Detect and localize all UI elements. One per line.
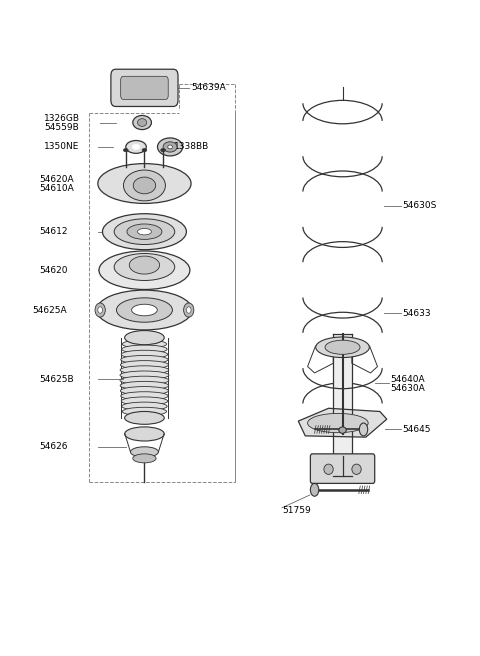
Ellipse shape (133, 115, 151, 130)
Text: 54639A: 54639A (191, 83, 226, 92)
Ellipse shape (122, 340, 167, 348)
Ellipse shape (137, 228, 151, 235)
Text: 54625B: 54625B (39, 375, 74, 384)
Ellipse shape (339, 427, 346, 434)
Ellipse shape (186, 307, 191, 313)
Bar (333, 335, 352, 476)
Ellipse shape (126, 140, 146, 154)
Ellipse shape (121, 397, 168, 405)
Ellipse shape (121, 350, 168, 359)
Ellipse shape (125, 427, 164, 441)
Text: 54640A: 54640A (391, 375, 425, 384)
Ellipse shape (122, 407, 167, 416)
Ellipse shape (125, 331, 164, 344)
Ellipse shape (120, 371, 169, 379)
Ellipse shape (96, 290, 192, 330)
Ellipse shape (125, 411, 164, 424)
Ellipse shape (132, 144, 140, 150)
Text: 54620A: 54620A (39, 174, 74, 184)
Ellipse shape (114, 253, 175, 281)
Text: 1326GB: 1326GB (44, 114, 80, 123)
Ellipse shape (352, 464, 361, 474)
Ellipse shape (123, 170, 166, 201)
Ellipse shape (123, 148, 128, 152)
FancyBboxPatch shape (111, 70, 178, 106)
Text: 1350NE: 1350NE (44, 142, 80, 152)
Ellipse shape (122, 402, 167, 411)
Ellipse shape (308, 413, 368, 433)
Text: 51759: 51759 (282, 506, 311, 515)
Text: 54626: 54626 (39, 442, 68, 451)
Ellipse shape (161, 148, 166, 152)
Text: 54630S: 54630S (402, 201, 437, 211)
Ellipse shape (99, 251, 190, 289)
Text: 54559B: 54559B (44, 123, 79, 132)
Ellipse shape (325, 340, 360, 354)
Ellipse shape (117, 298, 172, 322)
Ellipse shape (316, 337, 369, 358)
Ellipse shape (157, 138, 183, 156)
Ellipse shape (122, 345, 167, 354)
Ellipse shape (114, 219, 175, 245)
Ellipse shape (324, 464, 333, 474)
Ellipse shape (95, 303, 105, 317)
Ellipse shape (120, 376, 169, 384)
Text: 54625A: 54625A (33, 306, 67, 314)
Ellipse shape (142, 148, 147, 152)
Ellipse shape (121, 356, 168, 364)
Ellipse shape (163, 142, 177, 152)
Ellipse shape (120, 386, 168, 395)
Ellipse shape (121, 392, 168, 400)
Text: 54630A: 54630A (391, 384, 425, 393)
Ellipse shape (120, 366, 169, 374)
Ellipse shape (129, 256, 159, 274)
FancyBboxPatch shape (120, 76, 168, 100)
Ellipse shape (98, 163, 191, 203)
Text: 54612: 54612 (39, 227, 68, 236)
Ellipse shape (131, 447, 158, 457)
Ellipse shape (184, 303, 194, 317)
Text: 54620: 54620 (39, 266, 68, 275)
FancyBboxPatch shape (311, 454, 375, 483)
Ellipse shape (103, 214, 186, 250)
Ellipse shape (120, 381, 169, 390)
Ellipse shape (137, 119, 147, 127)
Text: 1338BB: 1338BB (174, 142, 209, 152)
Ellipse shape (132, 304, 157, 316)
Text: 54610A: 54610A (39, 184, 74, 192)
Text: 54633: 54633 (402, 309, 431, 318)
Polygon shape (298, 408, 387, 437)
Ellipse shape (133, 177, 156, 194)
Text: 54645: 54645 (402, 425, 431, 434)
Ellipse shape (120, 361, 168, 369)
Ellipse shape (311, 483, 319, 496)
Ellipse shape (360, 423, 368, 436)
Ellipse shape (127, 224, 162, 239)
Ellipse shape (168, 145, 172, 149)
Ellipse shape (98, 307, 103, 313)
Ellipse shape (133, 454, 156, 463)
